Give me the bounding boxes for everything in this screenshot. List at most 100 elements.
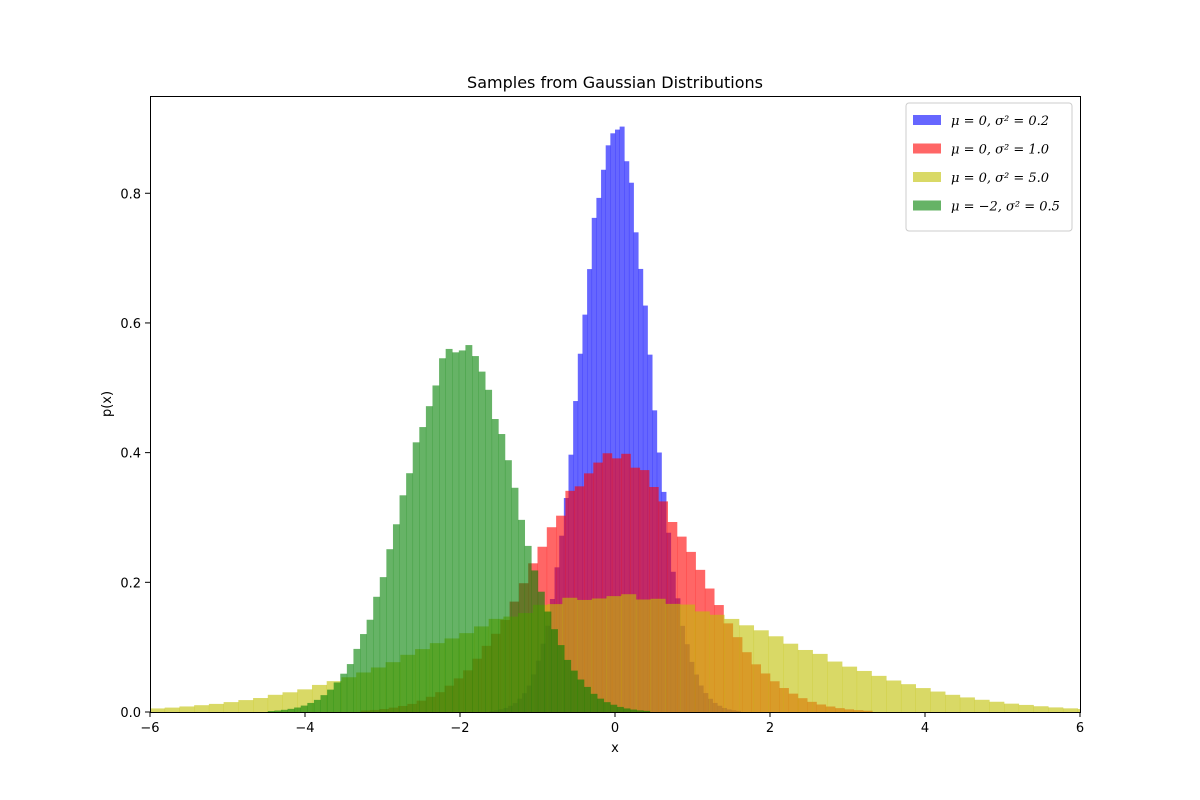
histogram-bar bbox=[753, 630, 769, 712]
histogram-bar bbox=[379, 577, 387, 712]
histogram-bar bbox=[313, 699, 321, 712]
legend-swatch bbox=[913, 200, 941, 211]
histogram-bar bbox=[253, 698, 269, 712]
y-axis-label: p(x) bbox=[100, 391, 115, 417]
histogram-bar bbox=[856, 670, 872, 712]
histogram-bar bbox=[392, 524, 400, 712]
histogram-bar bbox=[1048, 707, 1064, 712]
histogram-bar bbox=[1018, 704, 1034, 712]
histogram-bar bbox=[537, 591, 545, 712]
histogram-bar bbox=[615, 129, 620, 713]
histogram-bar bbox=[650, 598, 666, 712]
histogram-bar bbox=[399, 495, 407, 712]
histogram-bar bbox=[150, 708, 166, 712]
histogram-bar bbox=[412, 442, 420, 712]
histogram-bar bbox=[593, 462, 603, 712]
histogram-bars bbox=[150, 126, 1081, 713]
histogram-bar bbox=[797, 649, 813, 712]
histogram-bar bbox=[360, 634, 367, 712]
histogram-bar bbox=[611, 458, 622, 712]
histogram-bar bbox=[603, 702, 611, 712]
histogram-bar bbox=[544, 611, 552, 712]
histogram-bar bbox=[340, 673, 348, 712]
histogram-bar bbox=[478, 371, 486, 712]
histogram-bar bbox=[445, 348, 453, 712]
histogram-bar bbox=[274, 710, 282, 712]
histogram-bar bbox=[373, 596, 381, 712]
histogram-bar bbox=[504, 460, 512, 712]
histogram-bar bbox=[724, 618, 740, 712]
histogram-bar bbox=[557, 645, 565, 712]
histogram-bar bbox=[623, 708, 631, 712]
histogram-bar bbox=[386, 549, 394, 712]
histogram-bar bbox=[694, 611, 710, 712]
histogram-bar bbox=[989, 701, 1005, 712]
histogram-bar bbox=[307, 702, 315, 712]
histogram-bar bbox=[596, 197, 602, 712]
histogram-bar bbox=[621, 453, 631, 712]
histogram-bar bbox=[591, 598, 607, 712]
histogram-bar bbox=[871, 675, 887, 712]
y-axis-ticks: 0.0 0.2 0.4 0.6 0.8 bbox=[120, 187, 150, 721]
histogram-bar bbox=[280, 709, 288, 712]
histogram-bar bbox=[842, 666, 858, 712]
histogram-bar bbox=[959, 697, 975, 712]
series-2-bars bbox=[150, 594, 1081, 712]
histogram-bar bbox=[915, 688, 931, 712]
histogram-bar bbox=[621, 594, 637, 712]
x-axis-ticks: −6 −4 −2 0 2 4 6 bbox=[140, 712, 1084, 736]
histogram-bar bbox=[267, 711, 275, 712]
histogram-bar bbox=[628, 182, 634, 713]
y-tick-label: 0.0 bbox=[120, 706, 141, 721]
legend-swatch bbox=[913, 172, 941, 182]
legend: μ = 0, σ² = 0.2 μ = 0, σ² = 1.0 μ = 0, σ² … bbox=[905, 102, 1073, 232]
histogram-bar bbox=[294, 707, 302, 712]
histogram-bar bbox=[624, 161, 630, 712]
histogram-bar bbox=[665, 603, 681, 712]
histogram-bar bbox=[472, 356, 479, 712]
histogram-bar bbox=[287, 708, 295, 712]
x-tick-label: 0 bbox=[611, 721, 619, 736]
histogram-bar bbox=[333, 682, 341, 712]
histogram-bar bbox=[366, 619, 374, 712]
histogram-bar bbox=[610, 704, 618, 712]
legend-swatch bbox=[913, 143, 941, 154]
legend-label: μ = 0, σ² = 0.2 bbox=[951, 114, 1049, 129]
legend-label: μ = 0, σ² = 1.0 bbox=[951, 143, 1049, 158]
histogram-bar bbox=[300, 705, 308, 712]
histogram-bar bbox=[531, 570, 539, 712]
x-axis-label: x bbox=[611, 741, 619, 756]
histogram-bar bbox=[425, 406, 433, 712]
histogram-bar bbox=[164, 707, 180, 712]
histogram-bar bbox=[605, 145, 611, 712]
histogram-bar bbox=[223, 702, 239, 712]
histogram-bar bbox=[574, 486, 585, 712]
x-tick-label: −4 bbox=[295, 721, 314, 736]
histogram-bar bbox=[886, 680, 902, 712]
series-3-bars bbox=[267, 345, 651, 712]
histogram-bar bbox=[267, 694, 283, 712]
histogram-bar bbox=[602, 453, 613, 712]
histogram-bar bbox=[635, 599, 651, 712]
histogram-bar bbox=[680, 604, 696, 712]
y-tick-label: 0.2 bbox=[120, 576, 141, 591]
histogram-bar bbox=[639, 470, 650, 712]
histogram-bar bbox=[768, 636, 784, 712]
histogram-bar bbox=[930, 691, 946, 712]
histogram-bar bbox=[584, 686, 591, 712]
histogram-bar bbox=[208, 703, 224, 712]
histogram-bar bbox=[551, 629, 558, 712]
y-tick-label: 0.4 bbox=[120, 447, 141, 462]
histogram-bar bbox=[518, 519, 526, 712]
chart-title: Samples from Gaussian Distributions bbox=[467, 73, 763, 92]
histogram-bar bbox=[584, 473, 594, 712]
histogram-bar bbox=[570, 670, 578, 712]
histogram-bar bbox=[1077, 709, 1081, 712]
histogram-bar bbox=[353, 648, 361, 712]
histogram-bar bbox=[238, 700, 254, 712]
histogram-bar bbox=[320, 695, 328, 712]
histogram-bar bbox=[630, 709, 637, 712]
x-tick-label: 2 bbox=[766, 721, 774, 736]
legend-label: μ = −2, σ² = 0.5 bbox=[951, 200, 1060, 215]
